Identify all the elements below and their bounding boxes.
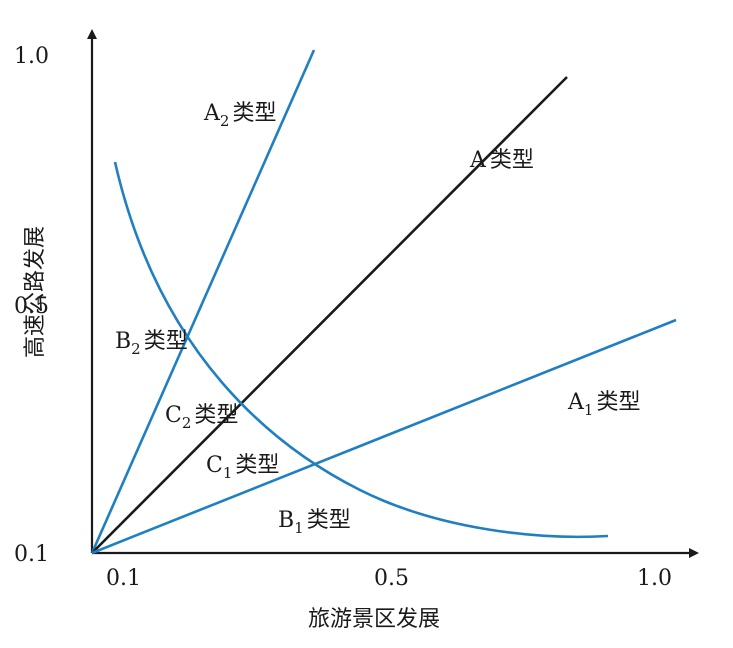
b-boundary-curve — [113, 161, 609, 539]
region-label-c2: C2 类型 — [165, 403, 238, 432]
y-tick-label-bottom: 0.1 — [14, 542, 49, 567]
x-tick-label-right: 1.0 — [637, 566, 672, 591]
x-tick-label-mid: 0.5 — [374, 566, 409, 591]
region-label-b2: B2 类型 — [115, 329, 188, 358]
x-tick-label-left: 0.1 — [106, 566, 141, 591]
y-tick-label-mid: 0.5 — [14, 294, 49, 319]
region-label-a: A 类型 — [469, 148, 534, 173]
a2-boundary-line — [90, 49, 316, 554]
a1-boundary-line — [91, 318, 677, 555]
region-label-c1: C1 类型 — [206, 453, 279, 482]
x-axis-title: 旅游景区发展 — [308, 607, 440, 632]
diagonal-line — [91, 76, 568, 554]
y-tick-label-top: 1.0 — [14, 44, 49, 69]
y-axis-title: 高速公路发展 — [23, 226, 48, 358]
region-label-a2: A2 类型 — [203, 101, 276, 130]
region-label-b1: B1 类型 — [278, 508, 351, 537]
region-label-a1: A1 类型 — [567, 390, 640, 419]
